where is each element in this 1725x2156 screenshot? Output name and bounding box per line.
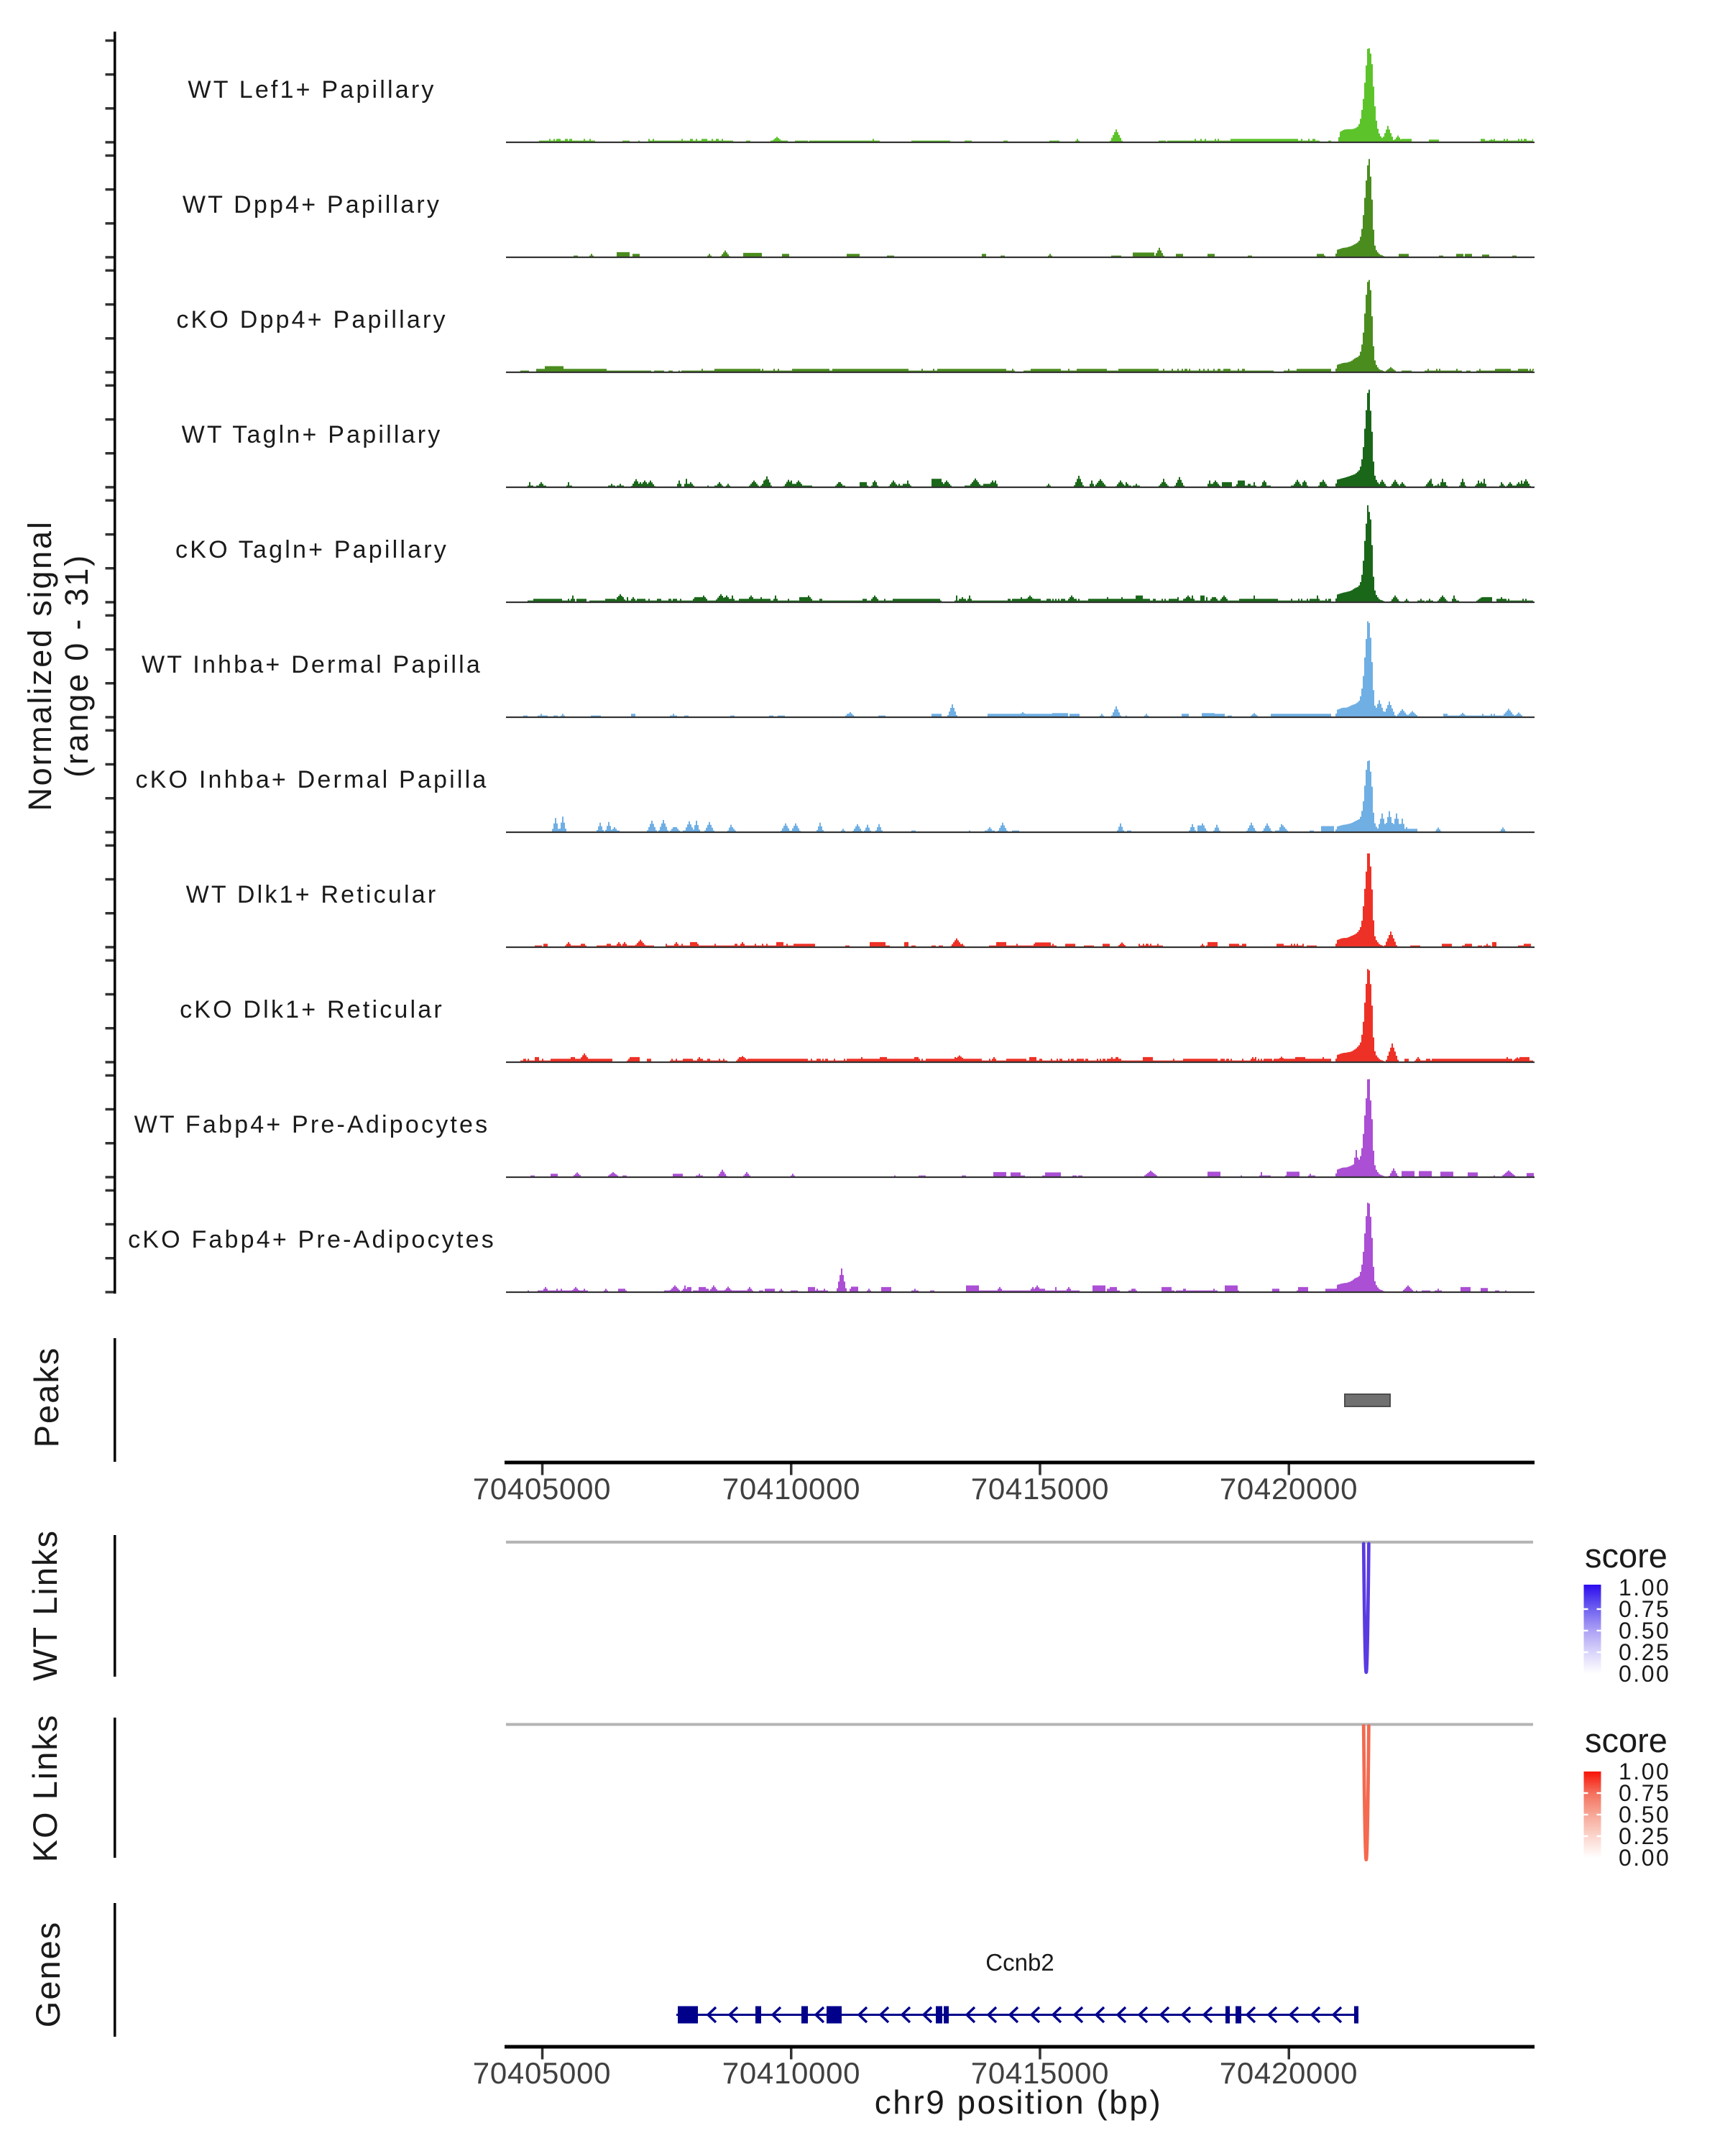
svg-text:cKO Inhba+ Dermal Papilla: cKO Inhba+ Dermal Papilla — [135, 766, 488, 793]
svg-text:WT Inhba+ Dermal Papilla: WT Inhba+ Dermal Papilla — [142, 651, 482, 678]
svg-text:70415000: 70415000 — [971, 2056, 1109, 2090]
svg-text:WT Lef1+ Papillary: WT Lef1+ Papillary — [188, 76, 436, 103]
svg-text:70410000: 70410000 — [722, 1472, 860, 1506]
svg-text:WT Dpp4+ Papillary: WT Dpp4+ Papillary — [183, 191, 441, 218]
svg-text:70420000: 70420000 — [1220, 1472, 1358, 1506]
svg-text:70410000: 70410000 — [722, 2056, 860, 2090]
svg-text:WT Links: WT Links — [26, 1529, 64, 1681]
svg-text:70420000: 70420000 — [1220, 2056, 1358, 2090]
svg-text:cKO Dlk1+ Reticular: cKO Dlk1+ Reticular — [180, 996, 444, 1023]
svg-text:Ccnb2: Ccnb2 — [985, 1949, 1054, 1976]
svg-text:0.00: 0.00 — [1619, 1661, 1670, 1687]
svg-text:score: score — [1585, 1721, 1668, 1759]
svg-text:Peaks: Peaks — [27, 1347, 65, 1448]
svg-text:70405000: 70405000 — [473, 1472, 611, 1506]
svg-text:0.75: 0.75 — [1619, 1596, 1670, 1622]
svg-text:0.50: 0.50 — [1619, 1802, 1670, 1828]
svg-text:70405000: 70405000 — [473, 2056, 611, 2090]
svg-text:score: score — [1585, 1537, 1668, 1575]
svg-text:0.50: 0.50 — [1619, 1618, 1670, 1644]
svg-text:cKO Tagln+ Papillary: cKO Tagln+ Papillary — [175, 536, 448, 563]
svg-text:chr9 position (bp): chr9 position (bp) — [875, 2083, 1162, 2121]
svg-text:Normalized signal: Normalized signal — [22, 520, 58, 811]
svg-text:0.25: 0.25 — [1619, 1639, 1670, 1665]
svg-text:0.25: 0.25 — [1619, 1823, 1670, 1849]
svg-text:1.00: 1.00 — [1619, 1759, 1670, 1784]
svg-text:0.75: 0.75 — [1619, 1780, 1670, 1806]
svg-text:0.00: 0.00 — [1619, 1845, 1670, 1871]
svg-text:Genes: Genes — [29, 1921, 67, 2027]
svg-text:cKO Dpp4+ Papillary: cKO Dpp4+ Papillary — [176, 306, 447, 333]
svg-text:1.00: 1.00 — [1619, 1575, 1670, 1600]
svg-text:KO Links: KO Links — [26, 1714, 64, 1863]
svg-text:WT Tagln+ Papillary: WT Tagln+ Papillary — [182, 421, 443, 448]
svg-text:(range 0 - 31): (range 0 - 31) — [58, 553, 95, 778]
svg-text:WT Fabp4+ Pre-Adipocytes: WT Fabp4+ Pre-Adipocytes — [134, 1111, 490, 1138]
svg-text:70415000: 70415000 — [971, 1472, 1109, 1506]
svg-text:cKO Fabp4+ Pre-Adipocytes: cKO Fabp4+ Pre-Adipocytes — [128, 1226, 496, 1253]
svg-text:WT Dlk1+ Reticular: WT Dlk1+ Reticular — [186, 881, 438, 908]
